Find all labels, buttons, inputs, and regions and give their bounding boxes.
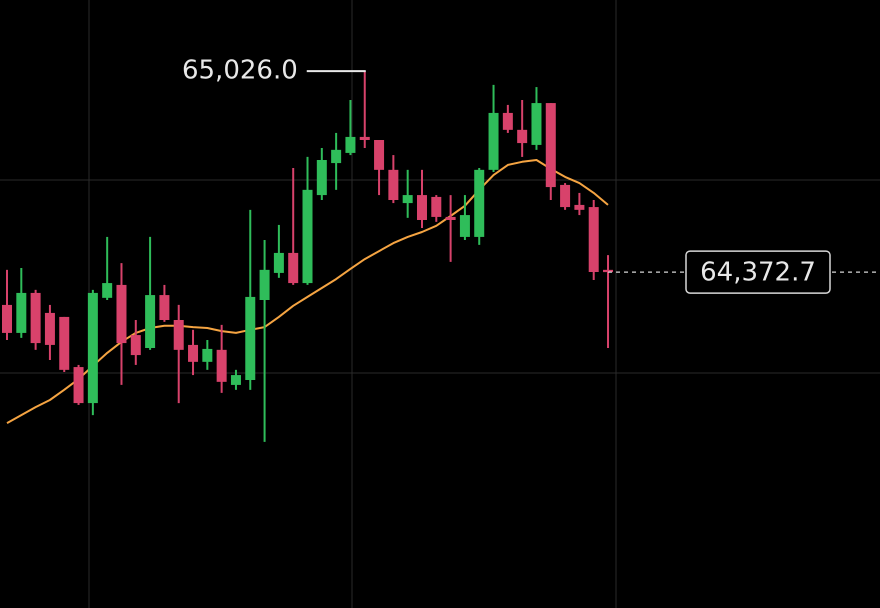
last-price-label: 64,372.7: [700, 258, 816, 288]
candle-body: [345, 136, 356, 153]
candle-body: [202, 348, 213, 362]
candle-body: [173, 320, 184, 350]
candle-body: [16, 292, 27, 333]
candle-body: [59, 316, 70, 370]
candle-body: [216, 349, 227, 382]
candle-body: [560, 184, 571, 208]
candle-body: [159, 295, 170, 320]
candle-body: [502, 112, 513, 130]
candle-body: [2, 304, 12, 333]
moving-average-line: [6, 159, 609, 424]
candle-body: [431, 196, 442, 217]
candle-body: [273, 252, 284, 273]
candle-body: [130, 335, 141, 356]
candle-body: [416, 195, 427, 220]
candle-body: [44, 312, 55, 345]
candle-body: [73, 367, 84, 404]
candle-body: [331, 149, 342, 164]
candle-body: [316, 160, 327, 196]
candle-body: [102, 283, 113, 298]
last-price-box: [685, 250, 831, 294]
candle-body: [145, 295, 156, 348]
candle-body: [517, 129, 528, 144]
candle-body: [230, 375, 241, 385]
candle-body: [402, 195, 413, 204]
candle-body: [445, 216, 456, 220]
candle-body: [359, 136, 370, 140]
candle-body: [188, 344, 199, 362]
candle-body: [603, 269, 614, 273]
candle-body: [30, 292, 41, 344]
candle-body: [302, 189, 313, 284]
candle-body: [474, 169, 485, 237]
candle-body: [245, 296, 256, 380]
candle-body: [545, 103, 556, 188]
candle-body: [488, 112, 499, 170]
candle-body: [374, 140, 385, 170]
candle-body: [288, 252, 299, 284]
candle-body: [259, 269, 270, 300]
candle-body: [388, 169, 399, 200]
candle-body: [459, 215, 470, 237]
high-label: 65,026.0: [182, 56, 298, 86]
candle-body: [574, 204, 585, 210]
candle-body: [588, 207, 599, 272]
candle-body: [116, 284, 127, 344]
candle-body: [531, 103, 542, 145]
candle-body: [87, 292, 98, 404]
